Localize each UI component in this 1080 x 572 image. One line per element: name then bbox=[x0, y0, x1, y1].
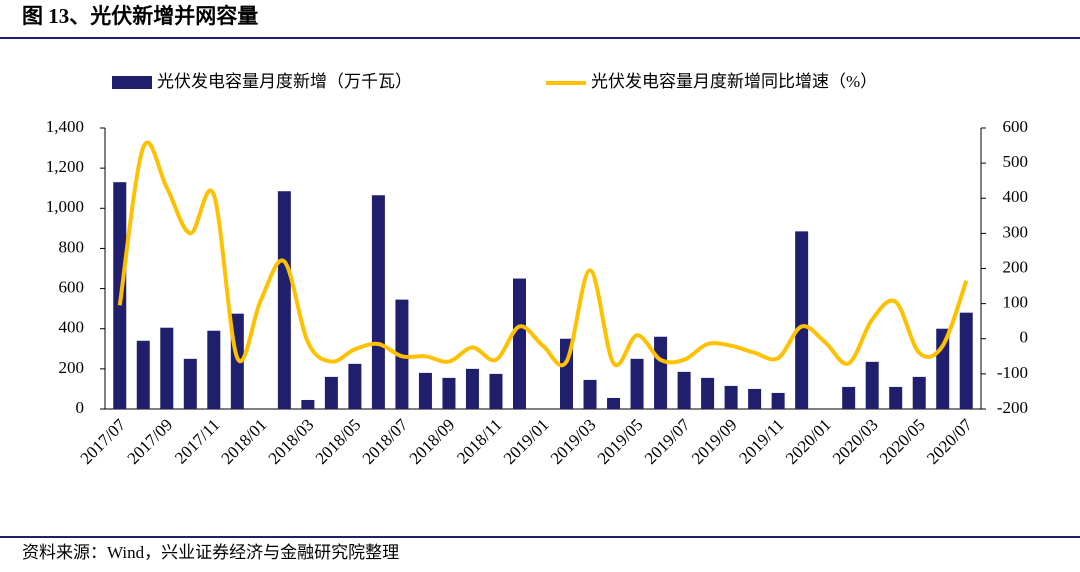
y2-tick-label: 600 bbox=[1003, 117, 1029, 136]
legend-label: 光伏发电容量月度新增（万千瓦） bbox=[157, 72, 412, 91]
y-tick-label: 0 bbox=[76, 398, 85, 417]
bar bbox=[301, 399, 315, 409]
legend-label: 光伏发电容量月度新增同比增速（%） bbox=[591, 72, 877, 91]
x-tick-label: 2020/03 bbox=[829, 415, 882, 468]
y2-tick-label: 100 bbox=[1003, 293, 1029, 312]
x-tick-label: 2018/07 bbox=[359, 415, 412, 468]
legend-swatch bbox=[112, 76, 152, 89]
y-tick-label: 600 bbox=[59, 277, 85, 296]
bar bbox=[371, 195, 385, 409]
x-tick-label: 2019/09 bbox=[688, 415, 741, 468]
bar bbox=[889, 386, 903, 409]
x-tick-label: 2017/09 bbox=[124, 415, 177, 468]
bar bbox=[630, 358, 644, 409]
bar bbox=[512, 278, 526, 409]
y2-tick-label: 500 bbox=[1003, 152, 1029, 171]
bar bbox=[842, 386, 856, 409]
bar bbox=[701, 377, 715, 409]
y2-tick-label: 400 bbox=[1003, 187, 1029, 206]
x-tick-label: 2018/03 bbox=[265, 415, 318, 468]
y-tick-label: 800 bbox=[59, 237, 85, 256]
bar bbox=[207, 330, 221, 409]
y2-tick-label: -100 bbox=[997, 363, 1028, 382]
bar bbox=[183, 358, 197, 409]
bar bbox=[277, 191, 291, 409]
y-tick-label: 1,400 bbox=[46, 117, 84, 136]
bar bbox=[160, 327, 174, 409]
bar bbox=[442, 377, 456, 409]
x-tick-label: 2020/01 bbox=[782, 415, 835, 468]
x-tick-label: 2019/01 bbox=[500, 415, 553, 468]
x-tick-label: 2018/01 bbox=[218, 415, 271, 468]
line bbox=[117, 140, 969, 368]
source: 资料来源：Wind，兴业证券经济与金融研究院整理 bbox=[22, 543, 399, 562]
bar bbox=[865, 361, 879, 409]
bar bbox=[348, 363, 362, 409]
x-tick-label: 2018/05 bbox=[312, 415, 365, 468]
x-tick-label: 2018/09 bbox=[406, 415, 459, 468]
x-tick-label: 2017/11 bbox=[171, 415, 223, 467]
y-tick-label: 200 bbox=[59, 358, 85, 377]
bar bbox=[607, 397, 621, 409]
bar bbox=[795, 231, 809, 409]
bar bbox=[324, 376, 338, 409]
x-tick-label: 2019/03 bbox=[547, 415, 600, 468]
bar bbox=[677, 371, 691, 409]
y-tick-label: 400 bbox=[59, 318, 85, 337]
bar bbox=[654, 336, 668, 409]
bar bbox=[748, 388, 762, 409]
x-tick-label: 2020/05 bbox=[876, 415, 929, 468]
bar bbox=[136, 340, 150, 409]
y2-tick-label: -200 bbox=[997, 398, 1028, 417]
bar bbox=[912, 376, 926, 409]
bar bbox=[465, 368, 479, 409]
x-tick-label: 2019/11 bbox=[735, 415, 787, 467]
bar bbox=[771, 392, 785, 409]
x-tick-label: 2020/07 bbox=[923, 415, 976, 468]
y-tick-label: 1,000 bbox=[46, 197, 84, 216]
bar bbox=[583, 379, 597, 409]
y2-tick-label: 200 bbox=[1003, 257, 1029, 276]
y-tick-label: 1,200 bbox=[46, 157, 84, 176]
x-tick-label: 2017/07 bbox=[77, 415, 130, 468]
bar bbox=[418, 372, 432, 409]
x-tick-label: 2019/05 bbox=[594, 415, 647, 468]
y2-tick-label: 0 bbox=[1020, 328, 1029, 347]
x-tick-label: 2018/11 bbox=[453, 415, 505, 467]
bar bbox=[959, 312, 973, 409]
x-tick-label: 2019/07 bbox=[641, 415, 694, 468]
bar bbox=[724, 385, 738, 409]
bar bbox=[489, 373, 503, 409]
y2-tick-label: 300 bbox=[1003, 222, 1029, 241]
chart-title: 图 13、光伏新增并网容量 bbox=[22, 4, 258, 28]
